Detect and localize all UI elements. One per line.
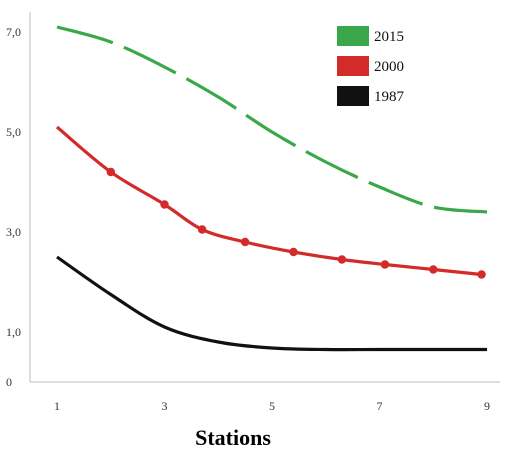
x-tick-label: 3 <box>162 399 168 413</box>
data-point-2000 <box>160 200 169 209</box>
legend-swatch-2015 <box>337 26 369 46</box>
x-tick-label: 7 <box>377 399 383 413</box>
data-point-2000 <box>106 167 116 177</box>
legend-label-2015: 2015 <box>374 29 404 45</box>
series-layer <box>55 25 488 352</box>
series-line-2015 <box>56 25 488 214</box>
x-tick-label: 5 <box>269 399 275 413</box>
series-line-1987 <box>56 255 487 352</box>
legend-swatch-1987 <box>337 86 369 106</box>
legend-swatch-2000 <box>337 56 369 76</box>
y-tick-label: 3,0 <box>6 225 21 239</box>
legend-label-2000: 2000 <box>374 59 404 75</box>
y-tick-labels: 0 1,0 3,0 5,0 7,0 <box>6 25 21 389</box>
x-tick-label: 1 <box>54 399 60 413</box>
y-tick-label: 0 <box>6 375 12 389</box>
series-line-2000 <box>55 125 482 277</box>
data-point-2000 <box>197 225 207 234</box>
y-tick-label: 1,0 <box>6 325 21 339</box>
x-tick-labels: 1 3 5 7 9 <box>54 399 490 413</box>
series-2000 <box>55 125 486 279</box>
y-tick-label: 7,0 <box>6 25 21 39</box>
series-1987 <box>56 255 487 352</box>
data-point-2000 <box>240 237 250 247</box>
data-point-2000 <box>380 260 390 269</box>
x-axis-title: Stations <box>195 425 271 450</box>
data-point-2000 <box>337 255 347 264</box>
chart-axes <box>29 12 500 383</box>
data-point-2000 <box>429 265 438 274</box>
legend-label-1987: 1987 <box>374 89 405 105</box>
x-tick-label: 9 <box>484 399 490 413</box>
legend: 2015 2000 1987 <box>337 26 405 106</box>
data-point-2000 <box>477 270 486 279</box>
data-point-2000 <box>289 247 298 257</box>
y-tick-label: 5,0 <box>6 125 21 139</box>
series-2015 <box>56 25 488 214</box>
